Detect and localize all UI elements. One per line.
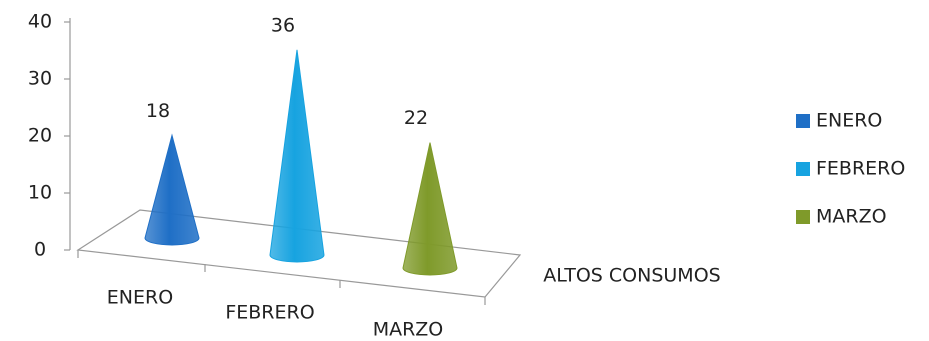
y-tick-label: 0 — [34, 239, 46, 261]
series-label: ALTOS CONSUMOS — [543, 265, 720, 287]
y-tick-label: 30 — [28, 68, 52, 90]
value-label: 18 — [146, 100, 170, 122]
y-tick-label: 20 — [28, 125, 52, 147]
cone — [269, 49, 325, 263]
cone — [402, 142, 458, 276]
y-tick-label: 40 — [28, 11, 52, 33]
x-tick-label: FEBRERO — [225, 302, 314, 324]
legend-label: FEBRERO — [816, 158, 905, 180]
x-tick-label: ENERO — [107, 287, 173, 309]
value-label: 22 — [404, 107, 428, 129]
x-tick-label: MARZO — [373, 319, 444, 341]
legend-swatch — [796, 210, 810, 224]
legend-swatch — [796, 114, 810, 128]
legend-swatch — [796, 162, 810, 176]
y-tick-label: 10 — [28, 182, 52, 204]
legend-label: MARZO — [816, 206, 887, 228]
value-label: 36 — [271, 14, 295, 36]
floor — [76, 209, 522, 298]
cone — [144, 133, 200, 246]
legend-label: ENERO — [816, 110, 882, 132]
